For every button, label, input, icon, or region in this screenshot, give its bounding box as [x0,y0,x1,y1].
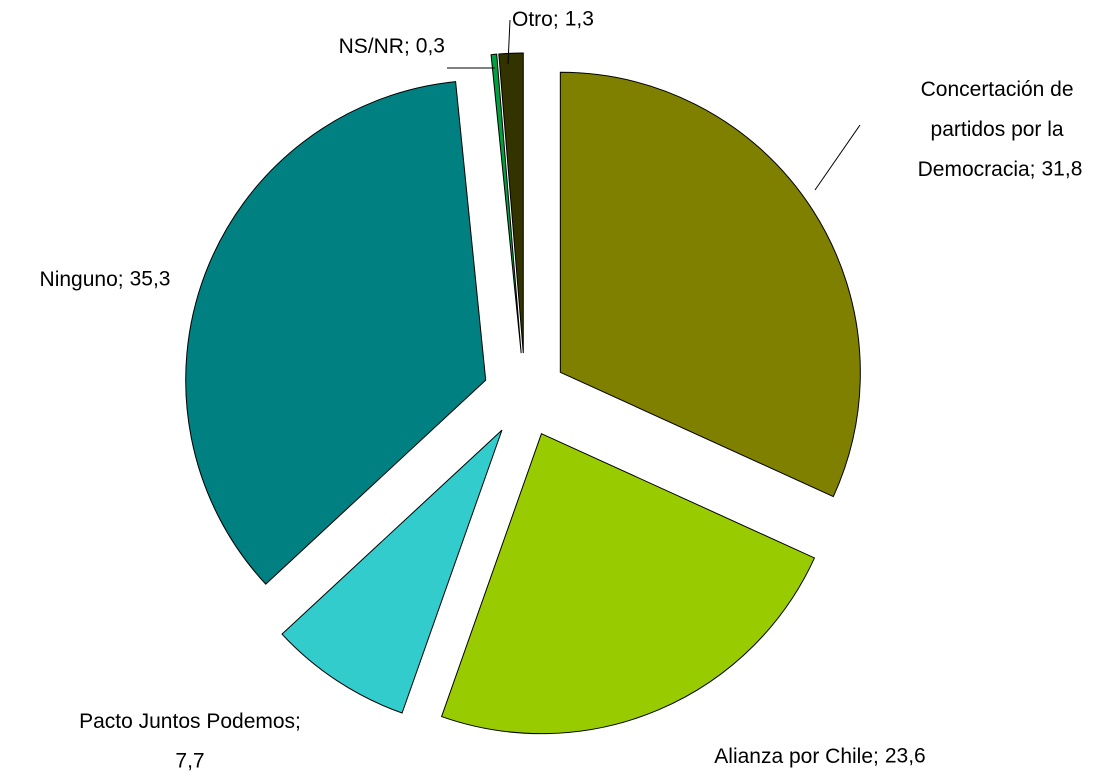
slice-label: Alianza por Chile; [714,745,879,768]
label-line: Alianza por Chile; [714,745,879,768]
slice [559,71,861,498]
label-line: Concertación de [921,78,1080,101]
slice [490,53,522,354]
label-line: Otro; [512,8,559,31]
slice [281,429,503,714]
value-label: 31,8 [1042,158,1083,181]
value-label: 7,7 [175,750,204,773]
leader-line [507,19,511,65]
labels: Concertación de partidos por la Democrac… [40,8,1083,773]
slice-label: Ninguno; [40,268,124,291]
slice-label: Concertación de partidos por la Democrac… [918,78,1080,181]
leader-line [814,124,861,191]
label-line: Pacto Juntos Podemos; [79,710,301,733]
pie [185,52,861,735]
label-line: partidos por la [931,118,1070,141]
value-label: 1,3 [565,8,594,31]
value-label: 23,6 [885,745,926,768]
slice [440,432,816,735]
label-line: Democracia; [918,158,1036,181]
value-label: 0,3 [416,35,445,58]
slice [498,52,524,354]
label-line: Ninguno; [40,268,124,291]
value-label: 35,3 [130,268,171,291]
label-line: NS/NR; [339,35,410,58]
slice [185,81,487,585]
slice-label: Pacto Juntos Podemos; [79,710,301,733]
slice-label: Otro; [512,8,559,31]
slice-label: NS/NR; [339,35,410,58]
